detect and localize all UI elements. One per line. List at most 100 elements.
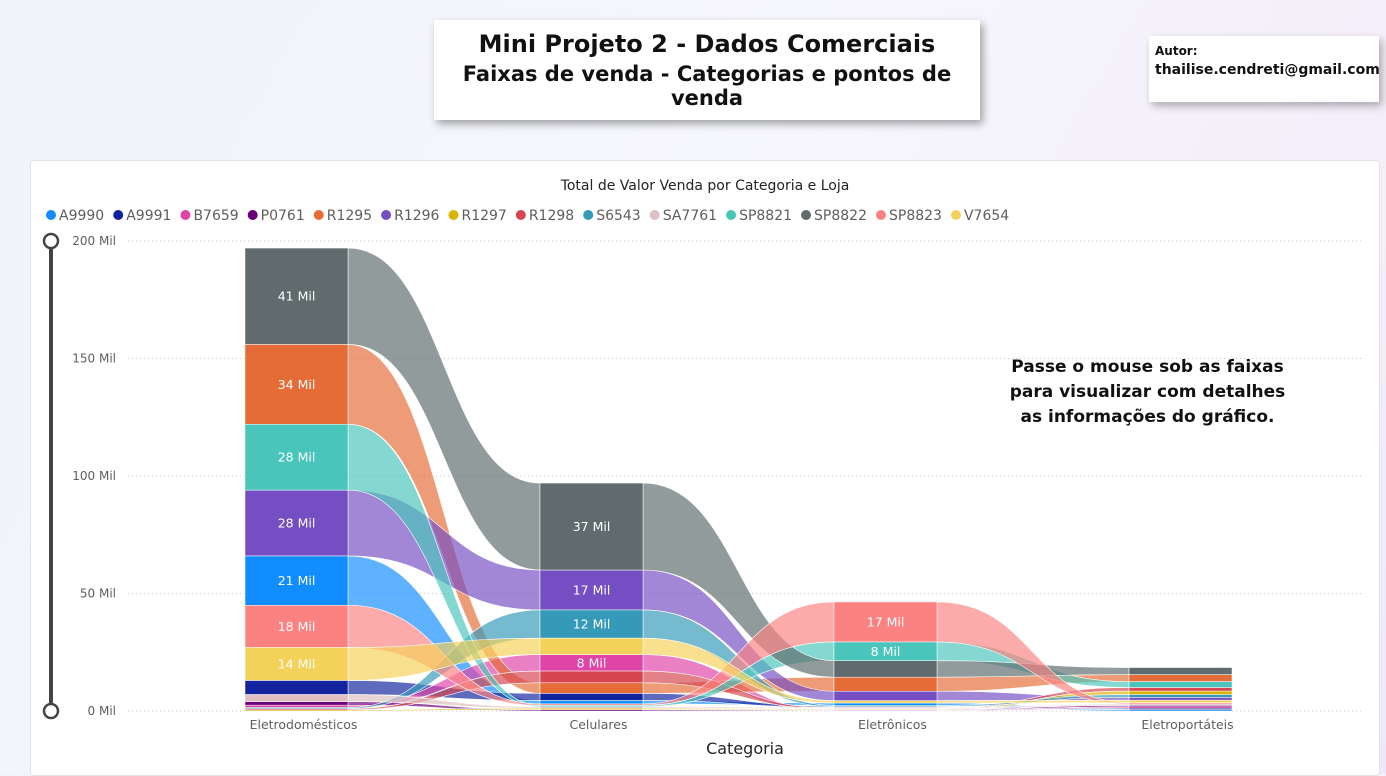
legend-item-p0761[interactable]: P0761: [247, 208, 305, 224]
bar-segment-sp8822-eletronicos[interactable]: [833, 660, 938, 678]
data-label: 34 Mil: [278, 377, 316, 392]
bar-segment-v7654-eletroportateis[interactable]: [1128, 699, 1233, 703]
bar-segment-sp8821-eletrodomesticos[interactable]: [244, 424, 349, 491]
legend-marker-a9990: [46, 210, 56, 220]
x-tick-label: Eletrônicos: [858, 717, 927, 732]
bar-segment-r1295-eletroportateis[interactable]: [1128, 674, 1233, 682]
bar-segment-s6543-eletronicos[interactable]: [833, 705, 938, 707]
bar-segment-a9991-eletrodomesticos[interactable]: [244, 680, 349, 695]
bar-segment-sp8821-eletroportateis[interactable]: [1128, 681, 1233, 688]
bar-segment-p0761-eletrodomesticos[interactable]: [244, 701, 349, 706]
legend-label-v7654: V7654: [964, 208, 1009, 224]
y-tick-label: 100 Mil: [72, 469, 116, 483]
legend-label-r1296: R1296: [394, 208, 439, 224]
legend-label-sp8822: SP8822: [814, 208, 867, 224]
legend-item-v7654[interactable]: V7654: [950, 208, 1009, 224]
data-label: 8 Mil: [871, 644, 901, 659]
bar-segment-sp8822-eletroportateis[interactable]: [1128, 667, 1233, 675]
legend-marker-b7659: [180, 210, 191, 220]
data-label: 14 Mil: [278, 657, 316, 672]
legend-label-sp8821: SP8821: [739, 208, 792, 224]
legend-item-s6543[interactable]: S6543: [583, 208, 641, 224]
bar-segment-a9990-eletronicos[interactable]: [833, 702, 938, 706]
bar-segment-a9990-eletrodomesticos[interactable]: [244, 555, 349, 606]
legend-label-b7659: B7659: [193, 208, 238, 224]
data-label: 41 Mil: [278, 289, 316, 304]
data-label: 17 Mil: [867, 614, 905, 629]
data-label: 18 Mil: [278, 619, 316, 634]
legend-item-sp8823[interactable]: SP8823: [876, 208, 942, 224]
x-tick-label: Eletroportáteis: [1141, 717, 1233, 732]
bar-segment-v7654-eletrodomesticos[interactable]: [244, 647, 349, 681]
legend-marker-sp8822: [801, 210, 812, 220]
legend-marker-sa7761: [649, 210, 660, 220]
data-label: 28 Mil: [278, 450, 316, 465]
bar-segment-r1296-eletrodomesticos[interactable]: [244, 489, 349, 557]
bar-segment-sp8823-eletrodomesticos[interactable]: [244, 605, 349, 648]
bar-segment-s6543-celulares[interactable]: [539, 609, 644, 639]
bar-segment-b7659-eletrodomesticos[interactable]: [244, 704, 349, 708]
legend-label-p0761: P0761: [261, 208, 305, 224]
bar-segment-v7654-celulares[interactable]: [539, 637, 644, 655]
bar-segment-r1296-eletroportateis[interactable]: [1128, 697, 1233, 701]
data-label: 8 Mil: [577, 655, 607, 670]
y-tick-label: 150 Mil: [72, 352, 116, 366]
bar-segment-sa7761-eletrodomesticos[interactable]: [244, 694, 349, 702]
zoom-slider-bottom-handle[interactable]: [42, 702, 60, 720]
bar-segment-r1296-eletronicos[interactable]: [833, 691, 938, 701]
legend-item-r1296[interactable]: R1296: [381, 208, 440, 224]
legend-marker-a9991: [113, 210, 124, 220]
legend-item-b7659[interactable]: B7659: [180, 208, 239, 224]
bar-segment-sa7761-eletronicos[interactable]: [833, 707, 938, 709]
ribbon-v7654-eletronicos-to-eletroportateis[interactable]: [936, 699, 1130, 704]
legend-marker-r1298: [515, 210, 526, 220]
legend-item-r1295[interactable]: R1295: [313, 208, 372, 224]
ribbons-layer: [347, 247, 1130, 712]
bar-segment-r1295-celulares[interactable]: [539, 682, 644, 694]
bar-segment-sp8822-celulares[interactable]: [539, 482, 644, 571]
legend-item-sa7761[interactable]: SA7761: [649, 208, 717, 224]
author-label: Autor:: [1155, 44, 1198, 58]
bar-segment-sp8822-eletrodomesticos[interactable]: [244, 247, 349, 345]
x-tick-label: Celulares: [569, 717, 627, 732]
x-axis-title: Categoria: [706, 739, 784, 758]
legend-label-r1295: R1295: [327, 208, 372, 224]
legend-item-a9990[interactable]: A9990: [46, 208, 104, 224]
legend-label-r1298: R1298: [529, 208, 574, 224]
bar-segment-s6543-eletroportateis[interactable]: [1128, 694, 1233, 698]
legend-label-a9990: A9990: [59, 208, 104, 224]
author-email: thailise.cendreti@gmail.com: [1155, 62, 1380, 78]
legend-item-r1298[interactable]: R1298: [515, 208, 574, 224]
title-card: Mini Projeto 2 - Dados Comerciais Faixas…: [434, 20, 980, 120]
bar-segment-r1295-eletronicos[interactable]: [833, 676, 938, 692]
page-title: Mini Projeto 2 - Dados Comerciais: [478, 30, 936, 58]
legend-marker-v7654: [950, 210, 961, 220]
legend-label-sp8823: SP8823: [889, 208, 942, 224]
bar-segment-sp8823-celulares[interactable]: [539, 703, 644, 706]
legend-item-r1297[interactable]: R1297: [448, 208, 507, 224]
data-label: 17 Mil: [573, 582, 611, 597]
y-tick-label: 50 Mil: [80, 587, 116, 601]
bar-segment-r1296-celulares[interactable]: [539, 569, 644, 611]
bar-segment-a9990-celulares[interactable]: [539, 700, 644, 705]
hover-instructions-note: Passe o mouse sob as faixas para visuali…: [1009, 357, 1286, 427]
bar-segment-v7654-eletronicos[interactable]: [833, 700, 938, 704]
zoom-slider-top-handle[interactable]: [42, 232, 60, 250]
bar-segment-sp8823-eletronicos[interactable]: [833, 601, 938, 643]
bar-segment-r1298-eletroportateis[interactable]: [1128, 687, 1233, 692]
bar-segment-r1298-celulares[interactable]: [539, 670, 644, 684]
legend-item-sp8821[interactable]: SP8821: [726, 208, 792, 224]
author-card: Autor: thailise.cendreti@gmail.com: [1149, 36, 1380, 102]
page-subtitle: Faixas de venda - Categorias e pontos de…: [462, 62, 952, 110]
legend-label-a9991: A9991: [126, 208, 171, 224]
legend-marker-s6543: [583, 210, 594, 220]
legend-marker-sp8821: [726, 210, 737, 220]
legend-label-sa7761: SA7761: [663, 208, 717, 224]
bar-segment-a9991-celulares[interactable]: [539, 693, 644, 701]
legend-item-sp8822[interactable]: SP8822: [801, 208, 867, 224]
data-label: 37 Mil: [573, 519, 611, 534]
legend-item-a9991[interactable]: A9991: [113, 208, 171, 224]
bar-segment-r1297-eletroportateis[interactable]: [1128, 690, 1233, 695]
bar-segment-s6543-eletrodomesticos[interactable]: [244, 707, 349, 709]
